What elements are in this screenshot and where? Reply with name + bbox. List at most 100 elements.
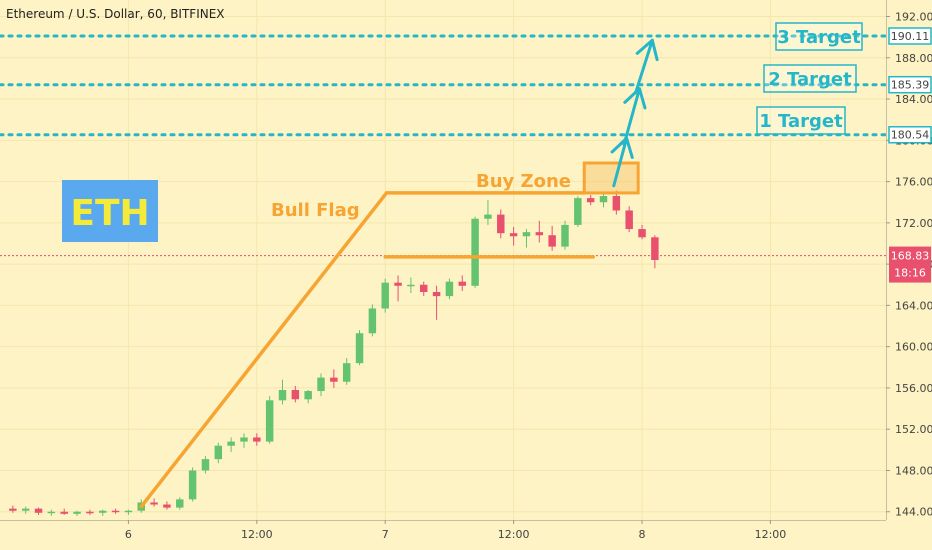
- candle-body: [304, 391, 312, 400]
- flagpole-line: [139, 191, 389, 509]
- candle-body: [368, 308, 377, 334]
- candle-body: [420, 284, 428, 292]
- x-tick-label: 7: [382, 528, 389, 541]
- arrow-shaft: [634, 38, 654, 95]
- y-tick-label: 164.00: [895, 299, 932, 312]
- y-tick-label: 152.00: [895, 423, 932, 436]
- level-price-tag: [888, 27, 932, 45]
- candle-body: [253, 437, 261, 442]
- chart-title: Ethereum / U.S. Dollar, 60, BITFINEX: [6, 7, 225, 21]
- candle-body: [201, 459, 210, 471]
- candle-body: [535, 232, 544, 236]
- eth-badge-label: ETH: [70, 193, 149, 234]
- candle-body: [73, 511, 81, 514]
- target-box: [775, 22, 863, 51]
- y-tick-label: 172.00: [895, 217, 932, 230]
- arrow-shaft: [622, 87, 641, 146]
- drawings: [0, 34, 888, 509]
- x-tick-label: 8: [639, 528, 646, 541]
- target-label: 2 Target: [768, 69, 852, 90]
- candle-body: [111, 510, 120, 513]
- level-price-label: 190.11: [891, 30, 930, 43]
- candle-body: [471, 218, 479, 286]
- candles: [9, 190, 659, 516]
- countdown-label: 18:16: [894, 267, 926, 280]
- y-tick-label: 188.00: [895, 52, 932, 65]
- y-tick-label: 192.00: [895, 11, 932, 24]
- target-box: [756, 106, 846, 135]
- x-tick-label: 12:00: [241, 528, 273, 541]
- candle-body: [651, 237, 659, 260]
- candle-body: [458, 281, 466, 286]
- y-tick-label: 184.00: [895, 93, 932, 106]
- candle-body: [317, 377, 325, 392]
- candle-body: [47, 511, 56, 514]
- candle-body: [625, 210, 633, 230]
- candle-body: [163, 504, 171, 508]
- level-price-tag: [888, 75, 932, 94]
- candle-body: [176, 499, 184, 508]
- candle-body: [188, 470, 197, 500]
- x-tick-label: 6: [125, 528, 132, 541]
- labels: ETH Bull Flag Buy Zone 1 Target 2 Target 3 Ta…: [62, 22, 863, 242]
- candle-body: [342, 363, 351, 382]
- y-tick-label: 144.00: [895, 506, 932, 519]
- arrow-shaft: [612, 136, 629, 188]
- arrow-head: [623, 87, 647, 110]
- candle-body: [355, 333, 364, 364]
- y-tick-label: 156.00: [895, 382, 932, 395]
- candle-body: [574, 198, 582, 225]
- last-price-label: 168.83: [891, 250, 930, 263]
- candle-body: [34, 508, 43, 513]
- candle-body: [599, 196, 608, 203]
- bull-flag-label: Bull Flag: [271, 200, 360, 221]
- candle-body: [586, 198, 595, 203]
- candle-body: [432, 291, 441, 297]
- y-tick-label: 148.00: [895, 464, 932, 477]
- level-price-tag: [888, 125, 932, 144]
- candle-body: [638, 229, 646, 238]
- candle-body: [445, 281, 454, 297]
- candle-body: [214, 445, 223, 460]
- candle-body: [497, 214, 505, 234]
- candle-body: [278, 390, 287, 401]
- candle-body: [265, 400, 274, 442]
- candle-body: [240, 437, 248, 442]
- candle-body: [407, 284, 415, 287]
- candle-body: [150, 502, 158, 505]
- candle-body: [9, 508, 17, 511]
- candle-body: [227, 441, 235, 446]
- candle-body: [381, 282, 389, 309]
- candle-body: [124, 510, 133, 513]
- candle-body: [522, 232, 531, 237]
- target-box: [763, 64, 857, 93]
- eth-badge: [62, 180, 158, 242]
- y-tick-label: 176.00: [895, 176, 932, 189]
- x-tick-label: 12:00: [755, 528, 787, 541]
- level-price-label: 185.39: [891, 79, 930, 92]
- candle-body: [561, 224, 569, 247]
- arrow-head: [635, 38, 659, 62]
- candle-body: [612, 196, 621, 211]
- x-tick-label: 12:00: [498, 528, 530, 541]
- candle-body: [60, 511, 68, 514]
- candle-body: [330, 377, 338, 382]
- candle-body: [291, 390, 300, 400]
- level-price-label: 180.54: [891, 129, 930, 142]
- candle-body: [484, 214, 492, 219]
- candle-body: [509, 233, 518, 237]
- candle-body: [99, 510, 107, 513]
- target-label: 1 Target: [759, 111, 843, 132]
- buy-zone-box: [582, 161, 640, 195]
- buy-zone-label: Buy Zone: [476, 171, 571, 192]
- candle-body: [21, 508, 30, 511]
- candle-body: [86, 511, 94, 514]
- candle-body: [394, 282, 402, 286]
- candle-body: [548, 235, 556, 247]
- target-label: 3 Target: [777, 27, 861, 48]
- last-price-tag: [889, 246, 931, 283]
- y-tick-label: 160.00: [895, 341, 932, 354]
